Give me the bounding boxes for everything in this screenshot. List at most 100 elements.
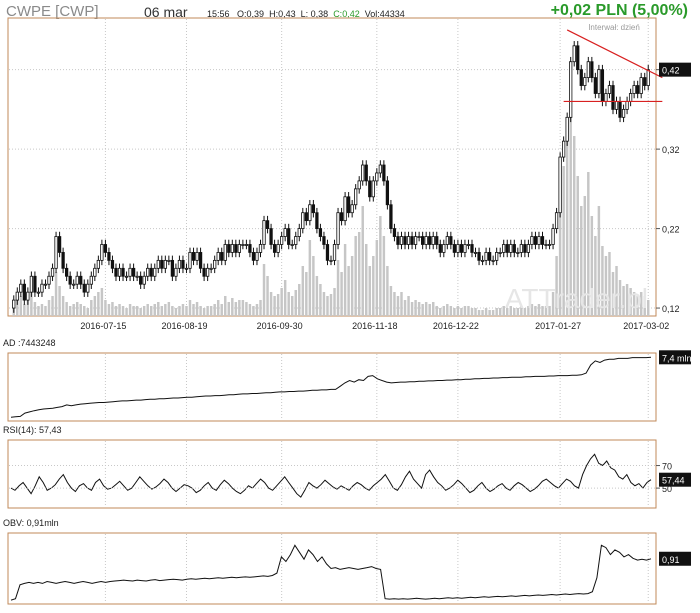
volume-bar bbox=[502, 306, 505, 316]
candle-body bbox=[135, 275, 139, 278]
volume-bar bbox=[308, 240, 312, 316]
candle-body bbox=[142, 275, 146, 285]
volume-bar bbox=[498, 308, 502, 316]
volume-bar bbox=[347, 266, 350, 316]
candle-body bbox=[304, 212, 308, 222]
candle-body bbox=[209, 267, 213, 270]
volume-bar bbox=[100, 288, 104, 316]
volume-bar bbox=[329, 294, 333, 316]
candle-body bbox=[213, 259, 217, 269]
volume-bar bbox=[312, 256, 315, 316]
candle-body bbox=[551, 228, 555, 245]
header-high: H:0,43 bbox=[269, 9, 296, 19]
candle-body bbox=[487, 252, 492, 261]
candle-body bbox=[371, 180, 375, 198]
obv-label: OBV: 0,91mln bbox=[3, 518, 59, 528]
x-tick-label: 2016-09-30 bbox=[257, 321, 303, 331]
volume-bar bbox=[410, 302, 414, 316]
candle-body bbox=[223, 244, 227, 261]
candle-body bbox=[191, 252, 196, 261]
candle-body bbox=[297, 228, 301, 237]
candle-body bbox=[167, 259, 171, 262]
volume-bar bbox=[149, 306, 153, 316]
candle-body bbox=[269, 228, 273, 245]
volume-bar bbox=[104, 300, 107, 316]
x-tick-label: 2016-12-22 bbox=[433, 321, 479, 331]
volume-bar bbox=[386, 266, 389, 316]
volume-bar bbox=[68, 306, 72, 316]
candle-body bbox=[484, 252, 488, 261]
candle-body bbox=[554, 212, 559, 229]
candle-body bbox=[604, 93, 608, 102]
header-low: L: 0,38 bbox=[300, 9, 329, 19]
candle-body bbox=[428, 236, 432, 245]
volume-bar bbox=[428, 304, 431, 316]
volume-bar bbox=[537, 304, 541, 316]
volume-bar bbox=[322, 292, 326, 316]
volume-bar bbox=[608, 252, 611, 316]
candle-body bbox=[54, 236, 58, 269]
candle-body bbox=[600, 69, 605, 102]
header-date: 06 mar bbox=[144, 4, 188, 20]
candle-body bbox=[643, 77, 647, 86]
candle-body bbox=[509, 244, 513, 253]
volume-bar bbox=[477, 310, 481, 316]
candle-body bbox=[184, 267, 189, 270]
volume-bar bbox=[340, 272, 343, 316]
volume-bar bbox=[83, 306, 86, 316]
candle-body bbox=[311, 204, 316, 214]
candle-body bbox=[576, 45, 580, 71]
x-tick-label: 2016-07-15 bbox=[80, 321, 126, 331]
volume-bar bbox=[516, 308, 520, 316]
candle-body bbox=[40, 283, 44, 293]
volume-bar bbox=[580, 206, 583, 316]
candle-body bbox=[438, 244, 442, 253]
volume-bar bbox=[266, 276, 269, 316]
volume-bar bbox=[185, 306, 188, 316]
candle-body bbox=[202, 267, 206, 277]
volume-bar bbox=[178, 306, 181, 316]
candle-body bbox=[533, 236, 538, 245]
candle-body bbox=[614, 101, 619, 110]
candle-body bbox=[170, 259, 175, 277]
volume-bar bbox=[75, 302, 79, 316]
volume-bar bbox=[86, 308, 90, 316]
rsi-label: RSI(14): 57,43 bbox=[3, 425, 62, 435]
candle-body bbox=[57, 236, 62, 253]
volume-bar bbox=[354, 236, 357, 316]
volume-bar bbox=[357, 232, 361, 316]
candle-body bbox=[607, 85, 612, 94]
candle-body bbox=[12, 299, 16, 309]
volume-bar bbox=[93, 296, 97, 316]
candle-body bbox=[565, 116, 569, 142]
candle-body bbox=[505, 244, 509, 253]
volume-bar bbox=[396, 296, 400, 316]
candle-body bbox=[502, 244, 506, 253]
candle-body bbox=[375, 172, 379, 182]
candle-body bbox=[424, 236, 428, 245]
candle-body bbox=[107, 252, 111, 261]
volume-bar bbox=[333, 288, 336, 316]
volume-bar bbox=[294, 290, 297, 316]
volume-bar bbox=[382, 236, 386, 316]
volume-bar bbox=[273, 296, 276, 316]
volume-bar bbox=[562, 166, 565, 316]
candle-body bbox=[61, 252, 65, 269]
volume-bar bbox=[202, 308, 206, 316]
candle-body bbox=[403, 236, 407, 245]
ticker-title: CWPE [CWP] bbox=[6, 3, 99, 20]
candle-body bbox=[181, 259, 185, 269]
candle-body bbox=[470, 244, 474, 253]
volume-bar bbox=[238, 300, 241, 316]
volume-bar bbox=[439, 308, 442, 316]
candle-body bbox=[579, 69, 583, 86]
header-ohlcv: 15:56 O:0,39 H:0,43 L: 0,38 C:0,42 Vol:4… bbox=[207, 9, 405, 19]
candle-body bbox=[79, 275, 83, 285]
candle-body bbox=[597, 69, 601, 94]
volume-bar bbox=[114, 306, 118, 316]
volume-bar bbox=[128, 304, 132, 316]
volume-bar bbox=[389, 286, 393, 316]
volume-bar bbox=[174, 308, 178, 316]
candle-body bbox=[357, 180, 361, 190]
candle-body bbox=[618, 101, 622, 118]
